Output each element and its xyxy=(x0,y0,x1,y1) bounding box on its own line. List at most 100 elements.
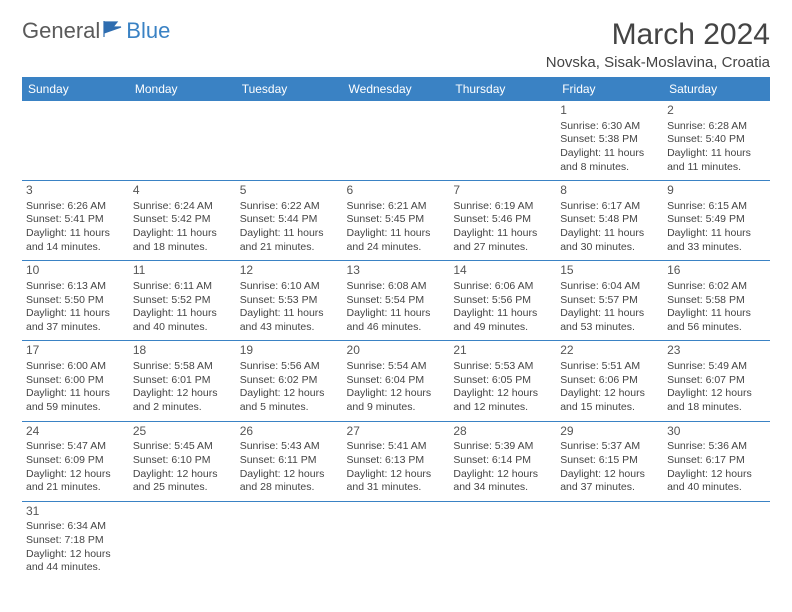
sunrise-text: Sunrise: 6:30 AM xyxy=(560,120,659,134)
day-info: Sunrise: 6:04 AMSunset: 5:57 PMDaylight:… xyxy=(560,280,659,335)
day-number: 13 xyxy=(347,263,446,279)
calendar-cell: 27Sunrise: 5:41 AMSunset: 6:13 PMDayligh… xyxy=(343,421,450,501)
day-number: 16 xyxy=(667,263,766,279)
daylight-text: Daylight: 12 hours and 5 minutes. xyxy=(240,387,339,414)
title-block: March 2024 Novska, Sisak-Moslavina, Croa… xyxy=(546,18,770,71)
calendar-cell: 15Sunrise: 6:04 AMSunset: 5:57 PMDayligh… xyxy=(556,261,663,341)
sunrise-text: Sunrise: 5:45 AM xyxy=(133,440,232,454)
col-tuesday: Tuesday xyxy=(236,77,343,101)
sunrise-text: Sunrise: 5:43 AM xyxy=(240,440,339,454)
location-text: Novska, Sisak-Moslavina, Croatia xyxy=(546,54,770,71)
sunrise-text: Sunrise: 6:17 AM xyxy=(560,200,659,214)
daylight-text: Daylight: 11 hours and 27 minutes. xyxy=(453,227,552,254)
daylight-text: Daylight: 11 hours and 49 minutes. xyxy=(453,307,552,334)
day-number: 26 xyxy=(240,424,339,440)
sunrise-text: Sunrise: 5:53 AM xyxy=(453,360,552,374)
day-number: 10 xyxy=(26,263,125,279)
day-info: Sunrise: 6:11 AMSunset: 5:52 PMDaylight:… xyxy=(133,280,232,335)
day-number: 19 xyxy=(240,343,339,359)
calendar-cell: 26Sunrise: 5:43 AMSunset: 6:11 PMDayligh… xyxy=(236,421,343,501)
sunrise-text: Sunrise: 5:36 AM xyxy=(667,440,766,454)
sunset-text: Sunset: 5:46 PM xyxy=(453,213,552,227)
sunrise-text: Sunrise: 6:08 AM xyxy=(347,280,446,294)
sunset-text: Sunset: 6:07 PM xyxy=(667,374,766,388)
day-info: Sunrise: 5:36 AMSunset: 6:17 PMDaylight:… xyxy=(667,440,766,495)
day-number: 7 xyxy=(453,183,552,199)
day-number: 4 xyxy=(133,183,232,199)
sunrise-text: Sunrise: 6:10 AM xyxy=(240,280,339,294)
day-info: Sunrise: 6:08 AMSunset: 5:54 PMDaylight:… xyxy=(347,280,446,335)
sunrise-text: Sunrise: 5:47 AM xyxy=(26,440,125,454)
calendar-cell: 6Sunrise: 6:21 AMSunset: 5:45 PMDaylight… xyxy=(343,181,450,261)
calendar-cell xyxy=(343,501,450,581)
day-info: Sunrise: 6:22 AMSunset: 5:44 PMDaylight:… xyxy=(240,200,339,255)
calendar-header-row: Sunday Monday Tuesday Wednesday Thursday… xyxy=(22,77,770,101)
day-info: Sunrise: 6:19 AMSunset: 5:46 PMDaylight:… xyxy=(453,200,552,255)
day-number: 1 xyxy=(560,103,659,119)
sunrise-text: Sunrise: 5:49 AM xyxy=(667,360,766,374)
daylight-text: Daylight: 11 hours and 43 minutes. xyxy=(240,307,339,334)
sunset-text: Sunset: 6:04 PM xyxy=(347,374,446,388)
daylight-text: Daylight: 11 hours and 37 minutes. xyxy=(26,307,125,334)
calendar-week-row: 17Sunrise: 6:00 AMSunset: 6:00 PMDayligh… xyxy=(22,341,770,421)
day-number: 11 xyxy=(133,263,232,279)
sunset-text: Sunset: 6:01 PM xyxy=(133,374,232,388)
calendar-cell: 20Sunrise: 5:54 AMSunset: 6:04 PMDayligh… xyxy=(343,341,450,421)
day-number: 21 xyxy=(453,343,552,359)
daylight-text: Daylight: 12 hours and 15 minutes. xyxy=(560,387,659,414)
sunset-text: Sunset: 5:56 PM xyxy=(453,294,552,308)
calendar-cell: 23Sunrise: 5:49 AMSunset: 6:07 PMDayligh… xyxy=(663,341,770,421)
sunset-text: Sunset: 6:05 PM xyxy=(453,374,552,388)
calendar-cell: 13Sunrise: 6:08 AMSunset: 5:54 PMDayligh… xyxy=(343,261,450,341)
calendar-week-row: 1Sunrise: 6:30 AMSunset: 5:38 PM Daylight… xyxy=(22,101,770,181)
daylight-text: Daylight: 11 hours and 11 minutes. xyxy=(667,147,766,174)
sunrise-text: Sunrise: 5:51 AM xyxy=(560,360,659,374)
sunset-text: Sunset: 5:41 PM xyxy=(26,213,125,227)
day-number: 9 xyxy=(667,183,766,199)
sunrise-text: Sunrise: 5:56 AM xyxy=(240,360,339,374)
day-info: Sunrise: 6:17 AMSunset: 5:48 PMDaylight:… xyxy=(560,200,659,255)
sunset-text: Sunset: 5:38 PM xyxy=(560,133,659,147)
calendar-cell xyxy=(449,101,556,181)
sunrise-text: Sunrise: 6:00 AM xyxy=(26,360,125,374)
calendar-cell xyxy=(236,101,343,181)
calendar-cell: 25Sunrise: 5:45 AMSunset: 6:10 PMDayligh… xyxy=(129,421,236,501)
day-number: 30 xyxy=(667,424,766,440)
daylight-text: Daylight: 11 hours and 14 minutes. xyxy=(26,227,125,254)
sunrise-text: Sunrise: 6:02 AM xyxy=(667,280,766,294)
sunset-text: Sunset: 6:02 PM xyxy=(240,374,339,388)
sunrise-text: Sunrise: 5:58 AM xyxy=(133,360,232,374)
col-friday: Friday xyxy=(556,77,663,101)
daylight-text: Daylight: 12 hours and 40 minutes. xyxy=(667,468,766,495)
day-info: Sunrise: 5:58 AMSunset: 6:01 PMDaylight:… xyxy=(133,360,232,415)
day-number: 3 xyxy=(26,183,125,199)
calendar-cell xyxy=(236,501,343,581)
calendar-week-row: 10Sunrise: 6:13 AMSunset: 5:50 PMDayligh… xyxy=(22,261,770,341)
daylight-text: Daylight: 11 hours and 30 minutes. xyxy=(560,227,659,254)
calendar-cell: 12Sunrise: 6:10 AMSunset: 5:53 PMDayligh… xyxy=(236,261,343,341)
sunset-text: Sunset: 5:50 PM xyxy=(26,294,125,308)
day-number: 20 xyxy=(347,343,446,359)
calendar-cell: 11Sunrise: 6:11 AMSunset: 5:52 PMDayligh… xyxy=(129,261,236,341)
calendar-cell xyxy=(663,501,770,581)
daylight-text: Daylight: 11 hours and 40 minutes. xyxy=(133,307,232,334)
sunset-text: Sunset: 5:48 PM xyxy=(560,213,659,227)
calendar-cell: 24Sunrise: 5:47 AMSunset: 6:09 PMDayligh… xyxy=(22,421,129,501)
sunrise-text: Sunrise: 6:13 AM xyxy=(26,280,125,294)
sunrise-text: Sunrise: 6:06 AM xyxy=(453,280,552,294)
day-info: Sunrise: 6:26 AMSunset: 5:41 PMDaylight:… xyxy=(26,200,125,255)
day-info: Sunrise: 6:15 AMSunset: 5:49 PMDaylight:… xyxy=(667,200,766,255)
daylight-text: Daylight: 12 hours and 9 minutes. xyxy=(347,387,446,414)
calendar-week-row: 3Sunrise: 6:26 AMSunset: 5:41 PMDaylight… xyxy=(22,181,770,261)
daylight-text: Daylight: 12 hours and 25 minutes. xyxy=(133,468,232,495)
daylight-text: Daylight: 12 hours and 28 minutes. xyxy=(240,468,339,495)
calendar-cell: 4Sunrise: 6:24 AMSunset: 5:42 PMDaylight… xyxy=(129,181,236,261)
logo: General Blue xyxy=(22,18,170,44)
calendar-cell xyxy=(343,101,450,181)
day-number: 14 xyxy=(453,263,552,279)
daylight-text: Daylight: 11 hours and 56 minutes. xyxy=(667,307,766,334)
calendar-cell: 7Sunrise: 6:19 AMSunset: 5:46 PMDaylight… xyxy=(449,181,556,261)
day-info: Sunrise: 5:39 AMSunset: 6:14 PMDaylight:… xyxy=(453,440,552,495)
day-info: Sunrise: 6:34 AMSunset: 7:18 PMDaylight:… xyxy=(26,520,125,575)
calendar-cell xyxy=(22,101,129,181)
